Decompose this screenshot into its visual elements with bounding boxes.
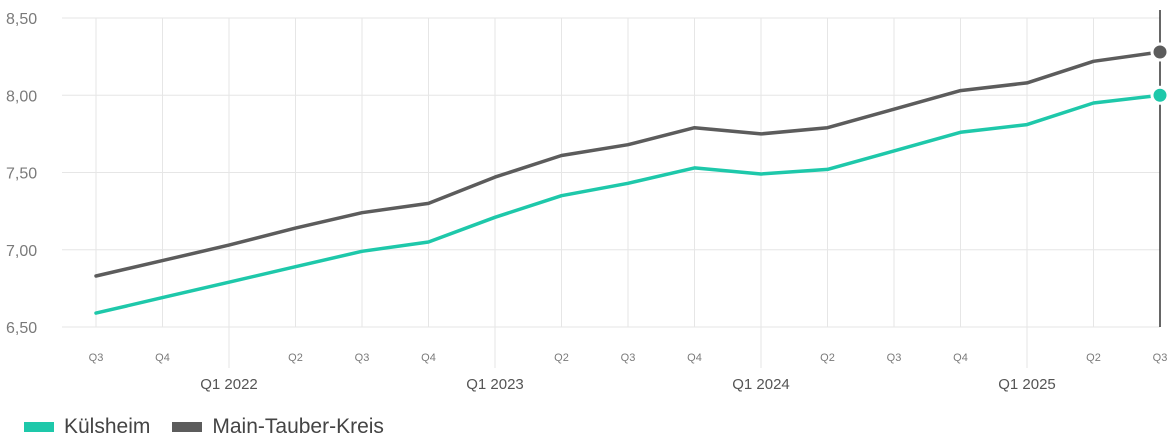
y-tick-label: 6,50 <box>6 320 37 337</box>
chart-endpoint-markers[interactable] <box>1150 42 1170 105</box>
legend-label-main-tauber-kreis: Main-Tauber-Kreis <box>212 415 384 438</box>
line-chart: 6,50 7,00 7,50 8,00 8,50 Q3 Q4 Q1 2022 Q2 Q3 Q4 Q1… <box>6 10 1170 393</box>
series-line-main_tauber <box>94 50 1162 278</box>
x-tick-label: Q4 <box>421 352 436 364</box>
x-tick-label: Q2 <box>554 352 569 364</box>
x-tick-label: Q4 <box>687 352 702 364</box>
chart-grid <box>62 10 1161 368</box>
legend-swatch-main-tauber-kreis <box>172 422 203 432</box>
x-tick-label: Q1 2025 <box>998 376 1056 393</box>
x-tick-label: Q3 <box>621 352 636 364</box>
x-tick-label: Q3 <box>355 352 370 364</box>
y-axis-ticks: 6,50 7,00 7,50 8,00 8,50 <box>6 11 37 337</box>
x-tick-label: Q1 2024 <box>732 376 790 393</box>
legend-item-kulsheim[interactable]: Külsheim <box>24 415 150 439</box>
y-tick-label: 8,00 <box>6 88 37 105</box>
chart-legend: Külsheim Main-Tauber-Kreis <box>24 415 396 439</box>
x-tick-label: Q4 <box>953 352 968 364</box>
x-tick-label: Q1 2023 <box>466 376 524 393</box>
y-tick-label: 8,50 <box>6 11 37 28</box>
x-tick-label: Q3 <box>887 352 902 364</box>
legend-swatch-kulsheim <box>24 422 54 432</box>
x-tick-label: Q1 2022 <box>200 376 258 393</box>
legend-label-kulsheim: Külsheim <box>64 415 151 438</box>
x-tick-label: Q4 <box>155 352 170 364</box>
endpoint-marker-kulsheim[interactable] <box>1150 85 1170 105</box>
x-tick-label: Q3 <box>89 352 104 364</box>
chart-series <box>94 50 1162 315</box>
x-axis-ticks: Q3 Q4 Q1 2022 Q2 Q3 Q4 Q1 2023 Q2 Q3 Q4 Q1 2024 Q2 Q… <box>89 352 1168 393</box>
series-line-kulsheim <box>94 93 1162 315</box>
endpoint-marker-main_tauber[interactable] <box>1150 42 1170 62</box>
x-tick-label: Q3 <box>1153 352 1168 364</box>
x-tick-label: Q2 <box>1086 352 1101 364</box>
x-tick-label: Q2 <box>820 352 835 364</box>
x-tick-label: Q2 <box>288 352 303 364</box>
y-tick-label: 7,50 <box>6 166 37 183</box>
legend-item-main-tauber-kreis[interactable]: Main-Tauber-Kreis <box>172 415 384 439</box>
y-tick-label: 7,00 <box>6 243 37 260</box>
